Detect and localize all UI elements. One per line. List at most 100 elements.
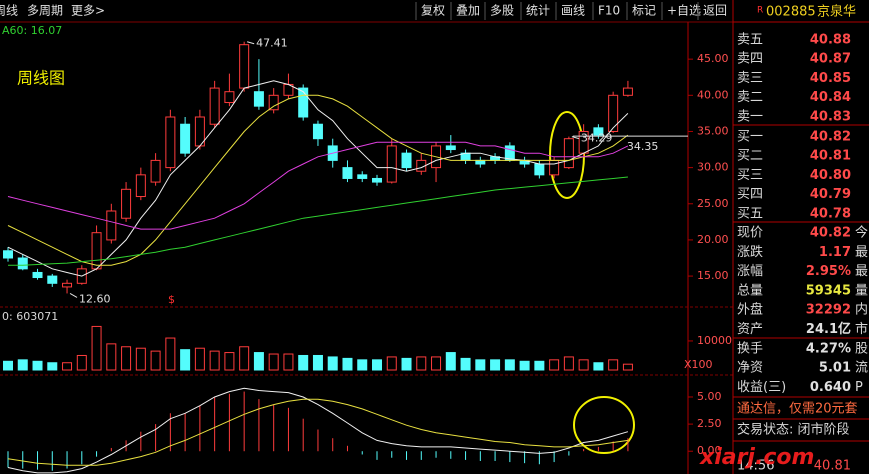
volume-bar bbox=[209, 350, 220, 371]
y-tick-label: 40.00 bbox=[697, 88, 729, 101]
volume-bar bbox=[106, 343, 117, 371]
toolbar-button[interactable]: 复权 bbox=[421, 4, 445, 18]
stat-label: 总量 bbox=[737, 283, 763, 298]
stat-value: 1.17 bbox=[819, 245, 851, 260]
stat-value: 4.27% bbox=[806, 341, 851, 356]
stat-label: 资产 bbox=[737, 322, 763, 337]
volume-bar bbox=[475, 359, 486, 371]
volume-label: 0: 603071 bbox=[2, 310, 58, 323]
indicator-line bbox=[8, 176, 628, 266]
volume-bar bbox=[165, 337, 176, 371]
candle-body bbox=[534, 163, 545, 176]
volume-bar bbox=[91, 325, 102, 371]
volume-bar bbox=[445, 352, 456, 371]
toolbar-button[interactable]: 统计 bbox=[526, 4, 550, 18]
book-label: 买三 bbox=[737, 168, 763, 183]
y-tick-label: 10000 bbox=[697, 334, 732, 347]
stat-label: 涨跌 bbox=[737, 244, 763, 260]
candle-body bbox=[17, 257, 28, 270]
candle-body bbox=[209, 87, 220, 125]
chart-title: 周线图 bbox=[17, 69, 65, 88]
y-tick-label: 15.00 bbox=[697, 269, 729, 282]
y-tick-label: 20.00 bbox=[697, 233, 729, 246]
stat-label: 净资 bbox=[737, 361, 763, 376]
volume-bar bbox=[224, 352, 235, 371]
toolbar-button[interactable]: 返回 bbox=[703, 4, 727, 18]
book-label: 买五 bbox=[737, 206, 763, 221]
volume-bar bbox=[578, 359, 589, 371]
volume-bar bbox=[372, 359, 382, 371]
book-price: 40.88 bbox=[810, 33, 851, 48]
candle-body bbox=[150, 159, 161, 183]
volume-bar bbox=[268, 353, 279, 371]
indicator-line bbox=[7, 94, 629, 266]
toolbar-button[interactable]: 标记 bbox=[632, 4, 656, 18]
volume-bar bbox=[357, 359, 368, 371]
book-label: 卖一 bbox=[737, 109, 763, 124]
candle-body bbox=[475, 159, 486, 165]
book-price: 40.79 bbox=[810, 187, 851, 202]
stat-tail: 最 bbox=[855, 264, 868, 279]
toolbar-button[interactable]: 叠加 bbox=[456, 4, 480, 18]
candle-body bbox=[135, 174, 146, 198]
book-price: 40.85 bbox=[810, 71, 851, 86]
candle-body bbox=[357, 174, 368, 179]
candle-body bbox=[312, 123, 323, 140]
volume-bar bbox=[327, 356, 338, 371]
candle-body bbox=[268, 94, 279, 111]
volume-bar bbox=[3, 360, 13, 371]
y-tick-label: 45.00 bbox=[697, 52, 729, 65]
volume-bar bbox=[534, 360, 545, 371]
candle-body bbox=[91, 232, 102, 270]
volume-bar bbox=[180, 349, 191, 371]
stat-label: 换手 bbox=[737, 341, 763, 356]
stat-tail: 市 bbox=[855, 321, 868, 337]
volume-bar bbox=[283, 353, 294, 371]
volume-bar bbox=[504, 359, 515, 371]
y-tick-label: 2.50 bbox=[697, 417, 722, 430]
tick-time: 14:56 bbox=[737, 459, 774, 474]
y-tick-label: 5.00 bbox=[697, 390, 722, 403]
toolbar-button[interactable]: 多股 bbox=[490, 4, 514, 18]
stat-value: 2.95% bbox=[806, 264, 851, 279]
stat-label: 外盘 bbox=[737, 302, 763, 318]
toolbar-button[interactable]: 画线 bbox=[561, 4, 585, 18]
toolbar-label: 更多> bbox=[71, 4, 105, 18]
volume-bar bbox=[17, 359, 28, 371]
volume-bar bbox=[239, 346, 250, 371]
book-price: 40.81 bbox=[810, 149, 851, 164]
toolbar-button[interactable]: +自选 bbox=[667, 4, 701, 18]
quote-code: 002885 bbox=[766, 5, 816, 20]
candle-body bbox=[342, 167, 353, 179]
candle-body bbox=[593, 127, 604, 136]
stat-value: 0.640 bbox=[810, 380, 851, 395]
volume-bar bbox=[622, 363, 633, 371]
volume-bar bbox=[519, 360, 530, 371]
stat-value: 32292 bbox=[806, 303, 851, 318]
volume-bar bbox=[490, 359, 501, 371]
book-price: 40.78 bbox=[810, 206, 851, 221]
book-price: 40.84 bbox=[810, 90, 851, 105]
annotation: 12.60 bbox=[79, 292, 111, 305]
volume-bar bbox=[121, 346, 132, 371]
level-label: 34.35 bbox=[627, 140, 659, 153]
candle-body bbox=[47, 275, 58, 284]
candle-body bbox=[401, 152, 412, 169]
toolbar-button[interactable]: F10 bbox=[598, 4, 620, 18]
quote-name: 京泉华 bbox=[817, 4, 856, 20]
candle-body bbox=[32, 271, 43, 279]
candle-body bbox=[239, 44, 250, 89]
tick-price: 40.81 bbox=[814, 459, 851, 474]
candle-body bbox=[3, 250, 13, 259]
volume-bar bbox=[401, 357, 412, 371]
annotation-leader bbox=[247, 41, 255, 45]
indicator-line bbox=[7, 141, 629, 230]
volume-bar bbox=[342, 357, 353, 371]
stat-tail: 流 bbox=[855, 361, 868, 376]
y-tick-label: 25.00 bbox=[697, 197, 729, 210]
book-label: 买四 bbox=[737, 187, 763, 202]
book-label: 卖五 bbox=[737, 33, 763, 48]
candle-body bbox=[372, 177, 382, 183]
